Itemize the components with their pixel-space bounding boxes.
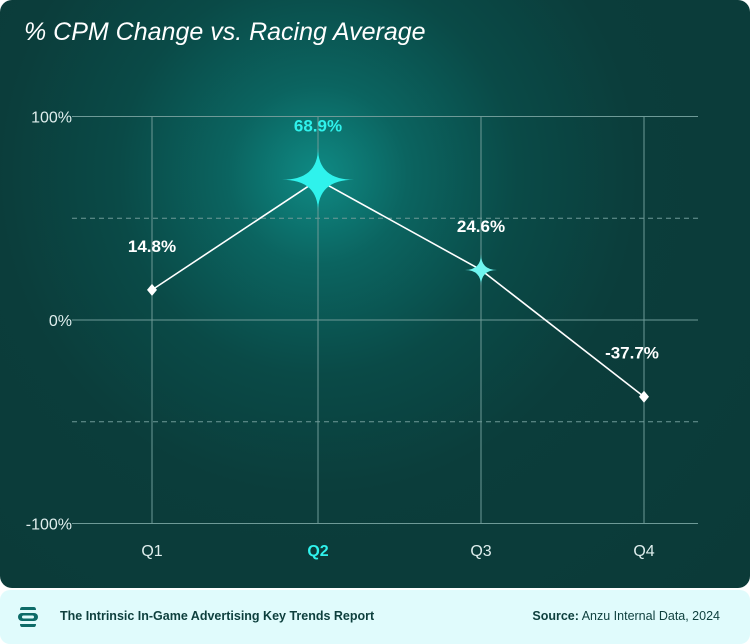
data-point-star [282,147,354,212]
data-point-star [465,253,497,286]
chart-title: % CPM Change vs. Racing Average [24,18,426,46]
footer: The Intrinsic In-Game Advertising Key Tr… [0,590,750,644]
source-note: Source: Anzu Internal Data, 2024 [532,609,720,623]
x-tick-label: Q3 [470,543,491,560]
chart-card: % CPM Change vs. Racing Average 100% 0% -1… [0,0,750,588]
series-line [151,178,645,398]
data-point [147,283,157,296]
x-tick-label: Q4 [633,543,654,560]
data-label: 68.9% [294,117,342,136]
y-tick-label: 0% [49,313,72,330]
data-point [639,390,649,403]
x-tick-label: Q2 [307,543,328,560]
data-label: 14.8% [128,237,176,256]
line-chart: 100% 0% -100% 14.8% Q1 68.9% Q2 24.6% Q3 -37.7% Q4 [26,110,698,560]
source-text: Anzu Internal Data, 2024 [578,609,720,623]
data-label: 24.6% [457,217,505,236]
y-tick-label: 100% [31,110,72,127]
data-label: -37.7% [605,344,659,363]
anzu-logo-icon [18,607,38,627]
y-tick-label: -100% [26,517,72,534]
x-tick-label: Q1 [141,543,162,560]
source-label: Source: [532,609,579,623]
report-title: The Intrinsic In-Game Advertising Key Tr… [60,609,375,623]
